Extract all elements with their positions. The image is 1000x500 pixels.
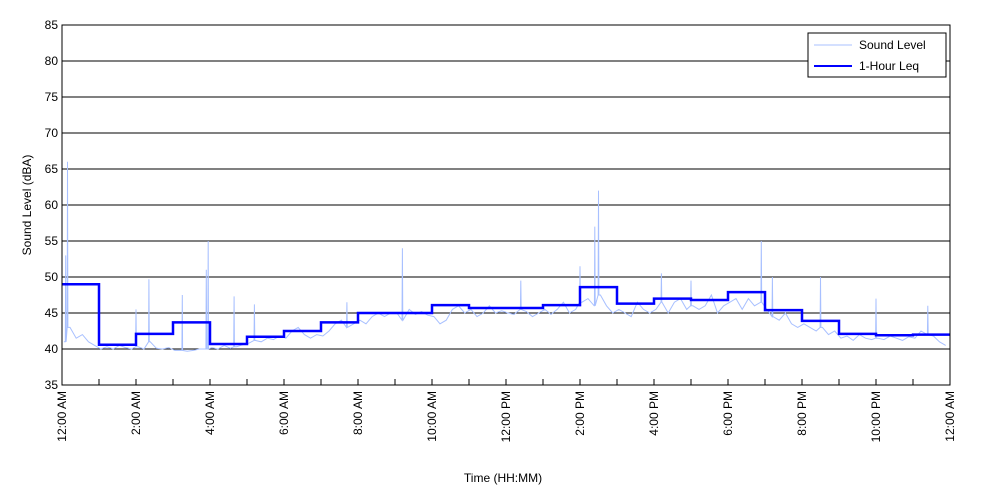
plot-frame bbox=[61, 24, 951, 386]
x-tick-label: 12:00 AM bbox=[55, 391, 69, 442]
legend: Sound Level 1-Hour Leq bbox=[807, 32, 947, 78]
y-tick-label: 80 bbox=[45, 54, 59, 68]
x-tick-label: 8:00 AM bbox=[351, 391, 365, 435]
x-tick-label: 4:00 PM bbox=[647, 391, 661, 436]
x-tick-label: 12:00 PM bbox=[499, 391, 513, 442]
y-tick-label: 60 bbox=[45, 198, 59, 212]
y-tick-label: 55 bbox=[45, 234, 59, 248]
y-tick-label: 45 bbox=[45, 306, 59, 320]
x-tick-label: 2:00 AM bbox=[129, 391, 143, 435]
legend-box bbox=[807, 32, 947, 78]
y-tick-label: 75 bbox=[45, 90, 59, 104]
legend-label-sound-level: Sound Level bbox=[859, 38, 926, 52]
x-tick-label: 12:00 AM bbox=[943, 391, 957, 442]
y-axis-ticks: 35 40 45 50 55 60 65 70 75 80 85 bbox=[45, 18, 59, 392]
x-tick-label: 2:00 PM bbox=[573, 391, 587, 436]
x-tick-label: 6:00 PM bbox=[721, 391, 735, 436]
x-axis-label: Time (HH:MM) bbox=[464, 471, 542, 485]
y-tick-label: 50 bbox=[45, 270, 59, 284]
x-tick-label: 10:00 AM bbox=[425, 391, 439, 442]
y-tick-label: 40 bbox=[45, 342, 59, 356]
legend-label-leq: 1-Hour Leq bbox=[859, 59, 919, 73]
grid-lines bbox=[62, 60, 950, 350]
y-tick-label: 70 bbox=[45, 126, 59, 140]
y-tick-label: 85 bbox=[45, 18, 59, 32]
leq-step-line bbox=[62, 282, 950, 346]
x-tick-label: 6:00 AM bbox=[277, 391, 291, 435]
y-tick-label: 65 bbox=[45, 162, 59, 176]
x-tick-label: 8:00 PM bbox=[795, 391, 809, 436]
y-tick-label: 35 bbox=[45, 378, 59, 392]
sound-level-line bbox=[63, 161, 946, 352]
series-layer bbox=[62, 161, 950, 352]
x-tick-label: 4:00 AM bbox=[203, 391, 217, 435]
x-tick-label: 10:00 PM bbox=[869, 391, 883, 442]
x-axis-ticks: 12:00 AM 2:00 AM 4:00 AM 6:00 AM 8:00 AM 10:0… bbox=[55, 379, 957, 442]
y-axis-label: Sound Level (dBA) bbox=[20, 155, 34, 256]
